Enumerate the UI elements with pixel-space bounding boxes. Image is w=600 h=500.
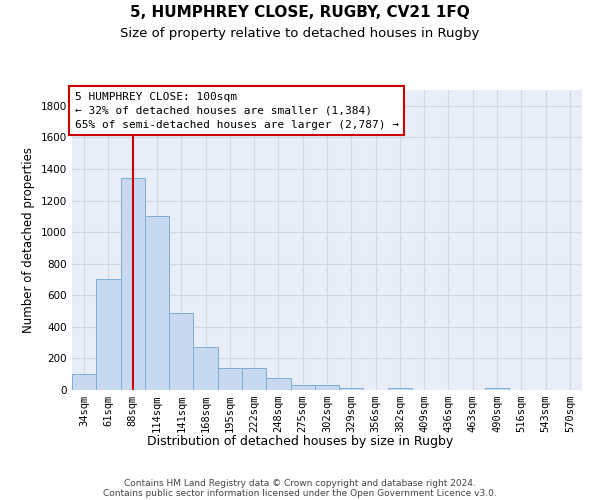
Bar	[388, 388, 412, 390]
Y-axis label: Number of detached properties: Number of detached properties	[22, 147, 35, 333]
Bar	[266, 378, 290, 390]
Text: Contains public sector information licensed under the Open Government Licence v3: Contains public sector information licen…	[103, 488, 497, 498]
Bar	[145, 216, 169, 390]
Text: Size of property relative to detached houses in Rugby: Size of property relative to detached ho…	[121, 28, 479, 40]
Bar	[315, 386, 339, 390]
Bar	[121, 178, 145, 390]
Text: 5, HUMPHREY CLOSE, RUGBY, CV21 1FQ: 5, HUMPHREY CLOSE, RUGBY, CV21 1FQ	[130, 5, 470, 20]
Text: Distribution of detached houses by size in Rugby: Distribution of detached houses by size …	[147, 435, 453, 448]
Text: 5 HUMPHREY CLOSE: 100sqm
← 32% of detached houses are smaller (1,384)
65% of sem: 5 HUMPHREY CLOSE: 100sqm ← 32% of detach…	[74, 92, 398, 130]
Bar	[485, 388, 509, 390]
Bar	[96, 280, 121, 390]
Bar	[218, 368, 242, 390]
Text: Contains HM Land Registry data © Crown copyright and database right 2024.: Contains HM Land Registry data © Crown c…	[124, 478, 476, 488]
Bar	[169, 312, 193, 390]
Bar	[72, 374, 96, 390]
Bar	[193, 346, 218, 390]
Bar	[339, 388, 364, 390]
Bar	[242, 368, 266, 390]
Bar	[290, 386, 315, 390]
